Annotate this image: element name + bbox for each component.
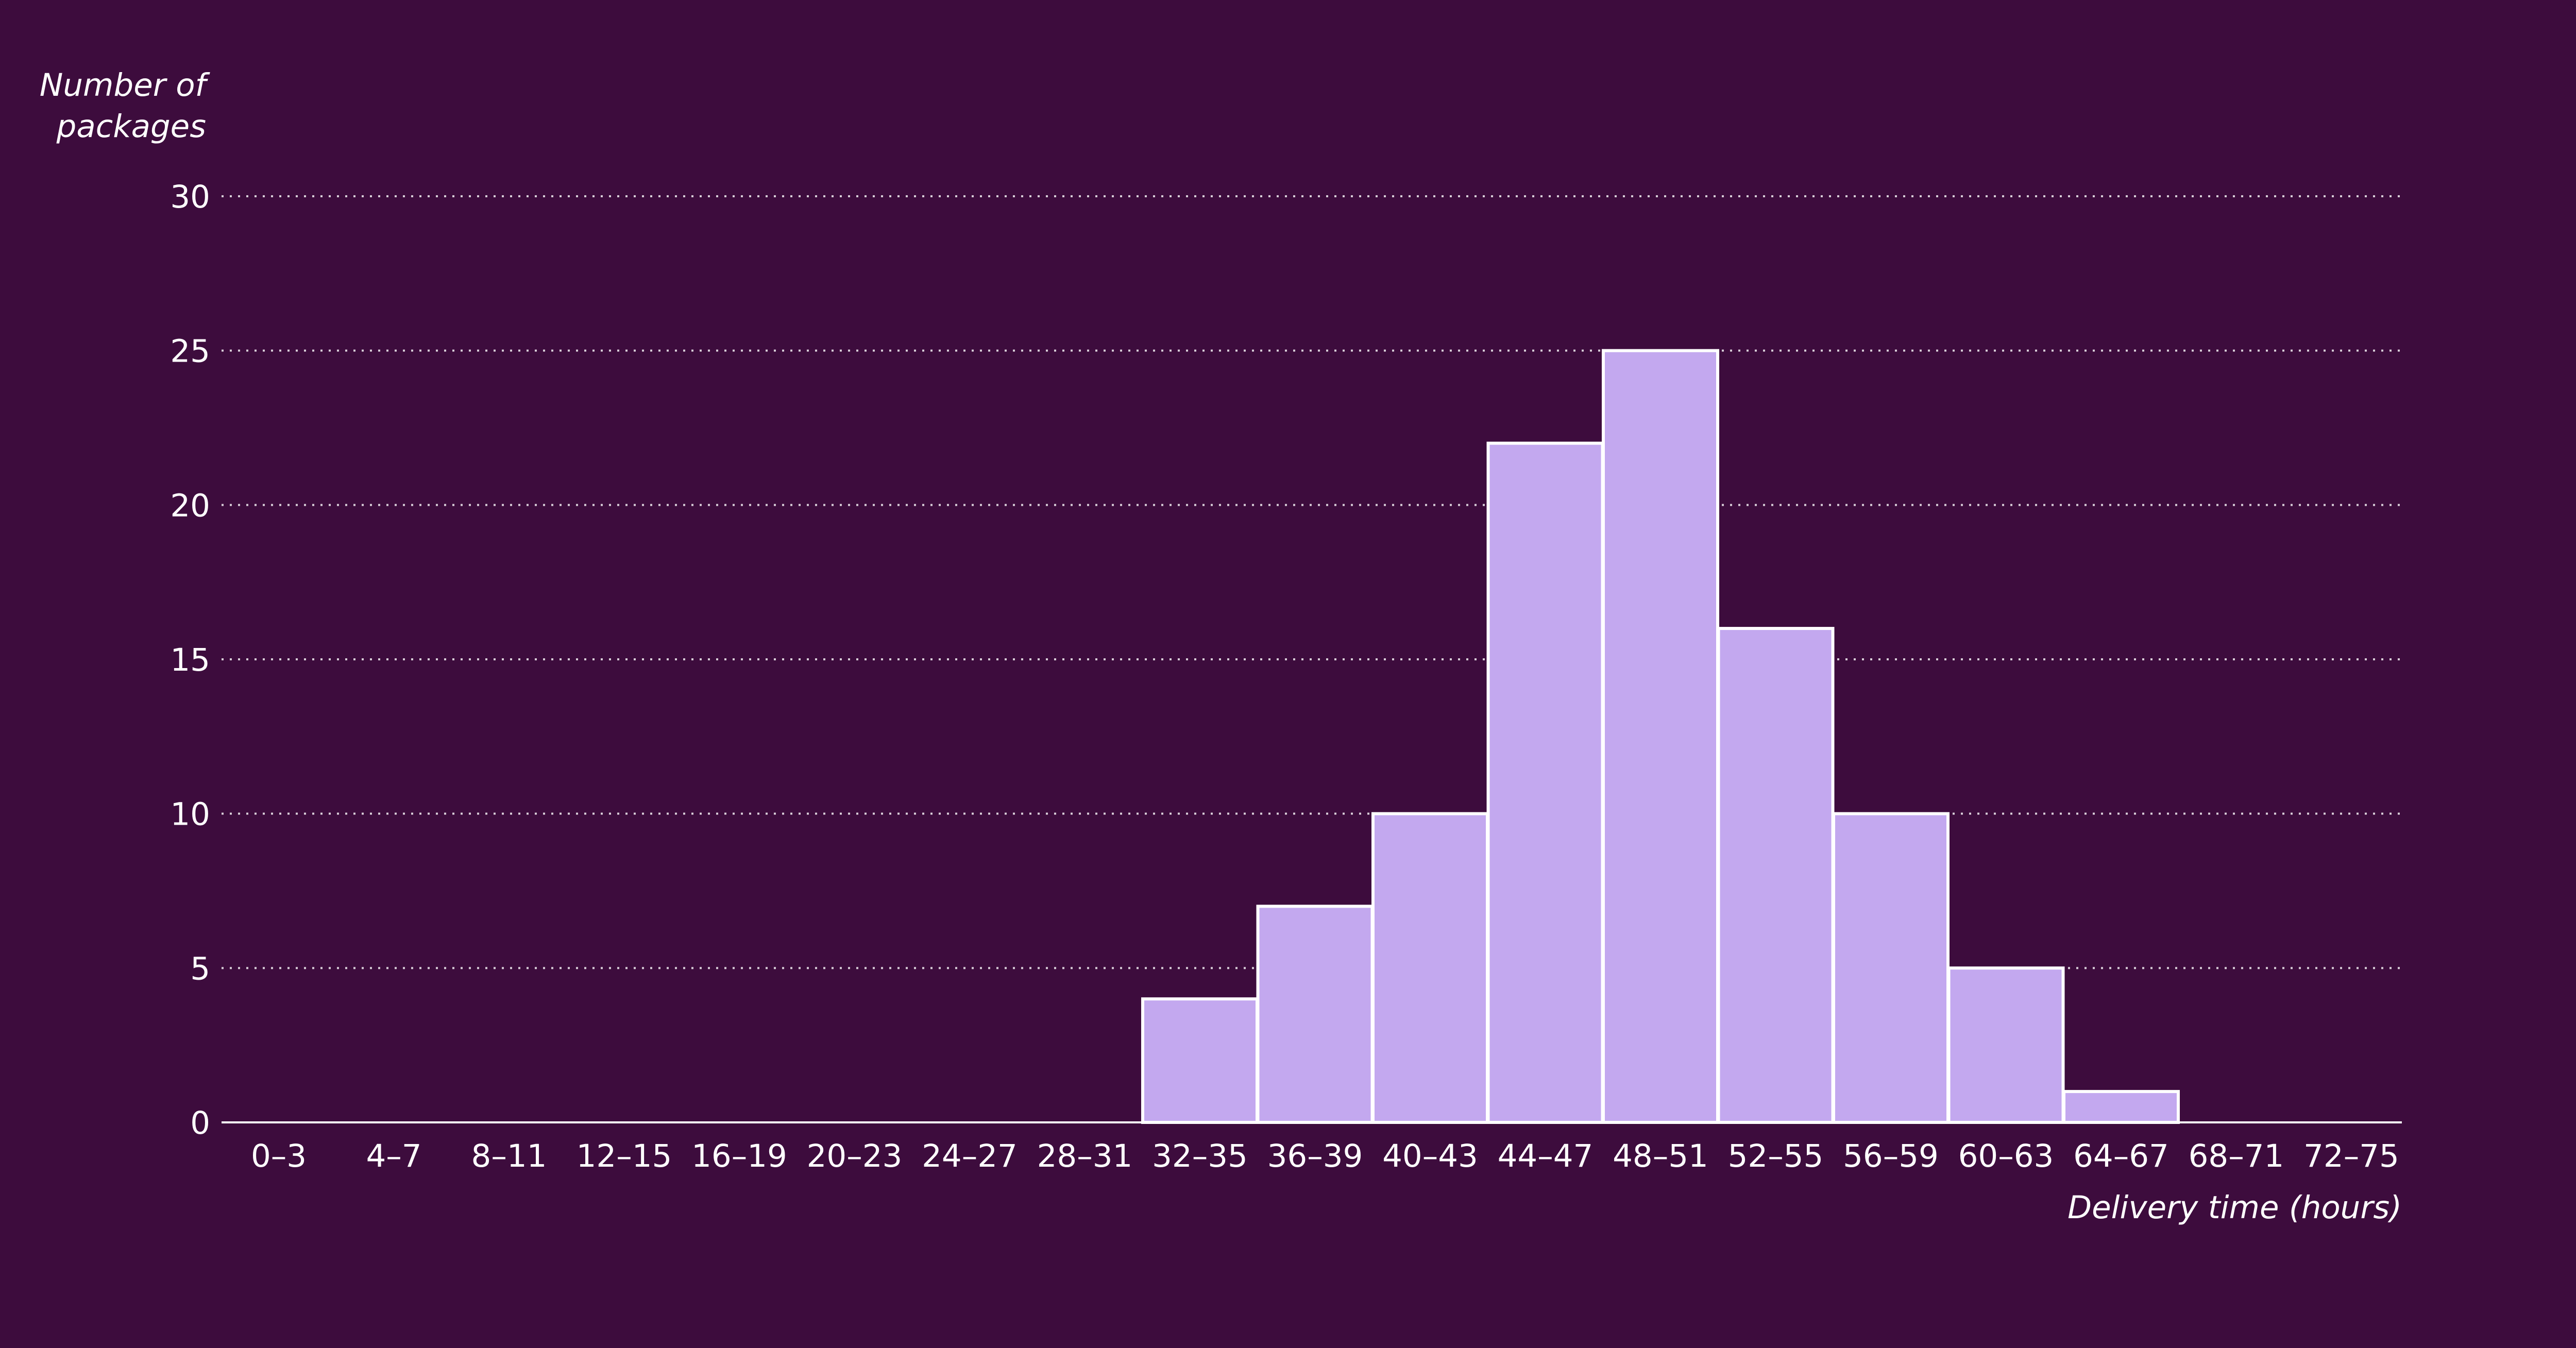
y-tick-label: 10 — [170, 796, 210, 833]
histogram-bar — [1947, 966, 2065, 1124]
x-tick-label: 56–59 — [1843, 1138, 1939, 1174]
x-tick-label: 16–19 — [691, 1138, 787, 1174]
histogram-bar — [1832, 812, 1950, 1124]
x-tick-label: 44–47 — [1498, 1138, 1594, 1174]
y-tick-label: 20 — [170, 487, 210, 524]
y-tick-label: 5 — [190, 950, 210, 987]
histogram-bar — [1256, 905, 1374, 1124]
histogram-bar — [1486, 441, 1604, 1124]
x-tick-label: 68–71 — [2189, 1138, 2284, 1174]
x-tick-labels: 0–3 4–7 8–11 12–15 16–19 20–23 24–27 28–31 32–35… — [251, 1138, 2399, 1174]
x-axis-label: Delivery time (hours) — [2067, 1189, 2402, 1226]
histogram-bar — [2062, 1090, 2180, 1124]
x-tick-label: 12–15 — [577, 1138, 672, 1174]
y-axis-label-line-1: Number of — [40, 67, 211, 104]
x-tick-label: 32–35 — [1152, 1138, 1248, 1174]
x-tick-label: 20–23 — [807, 1138, 903, 1174]
histogram-bar — [1371, 812, 1489, 1124]
x-tick-label: 52–55 — [1728, 1138, 1824, 1174]
y-tick-label: 15 — [170, 642, 210, 678]
x-tick-label: 64–67 — [2073, 1138, 2169, 1174]
gridlines — [222, 195, 2402, 969]
x-tick-label: 40–43 — [1382, 1138, 1478, 1174]
x-tick-label: 48–51 — [1613, 1138, 1708, 1174]
x-tick-label: 0–3 — [251, 1138, 307, 1174]
histogram-bar — [1717, 627, 1835, 1124]
bars — [1141, 349, 2180, 1124]
x-tick-label: 60–63 — [1958, 1138, 2054, 1174]
y-tick-label: 0 — [190, 1105, 210, 1141]
y-tick-label: 30 — [170, 179, 210, 215]
x-tick-label: 4–7 — [366, 1138, 421, 1174]
x-tick-label: 8–11 — [471, 1138, 547, 1174]
x-tick-label: 36–39 — [1267, 1138, 1363, 1174]
x-tick-label: 24–27 — [922, 1138, 1018, 1174]
histogram-bar — [1602, 349, 1719, 1124]
y-tick-labels: 0 5 10 15 20 25 30 — [170, 179, 210, 1141]
x-tick-label: 28–31 — [1037, 1138, 1133, 1174]
y-axis-label-line-2: packages — [56, 108, 206, 145]
x-tick-label: 72–75 — [2303, 1138, 2399, 1174]
y-tick-label: 25 — [170, 333, 210, 370]
histogram-bar — [1141, 997, 1259, 1124]
